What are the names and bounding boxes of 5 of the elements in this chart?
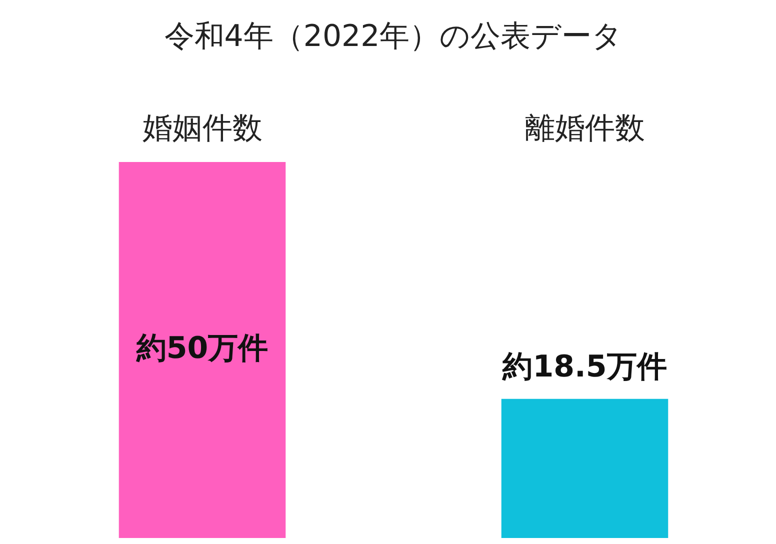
data-label: 約18.5万件	[502, 350, 667, 385]
x-tick-label: 婚姻件数	[142, 110, 262, 146]
chart-title: 令和4年（2022年）の公表データ	[164, 18, 623, 54]
x-tick-label: 離婚件数	[524, 110, 645, 146]
data-label: 約50万件	[135, 330, 268, 366]
